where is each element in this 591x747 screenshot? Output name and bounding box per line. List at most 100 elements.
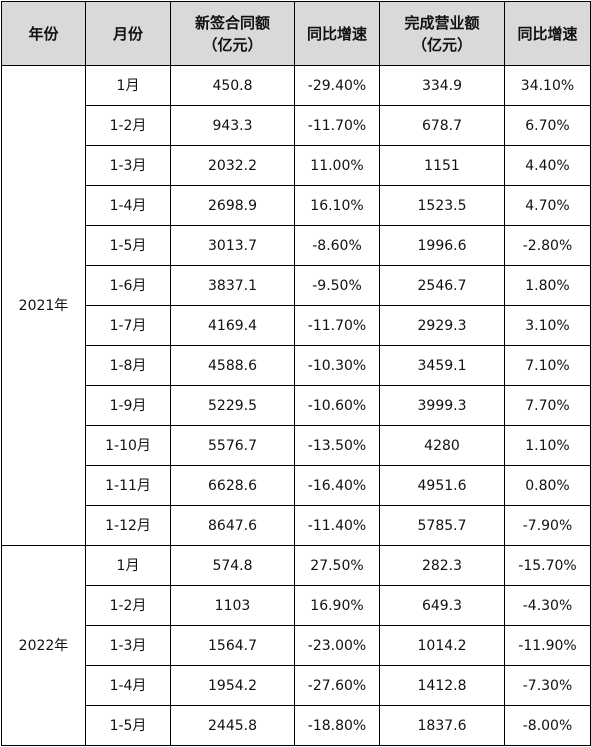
month-cell: 1-8月 bbox=[85, 345, 171, 386]
turnover-cell: 1523.5 bbox=[379, 185, 505, 226]
contract-growth-cell: -10.30% bbox=[294, 345, 380, 386]
table-row: 1-2月 943.3 -11.70% 678.7 6.70% bbox=[2, 105, 591, 146]
new-contract-cell: 4169.4 bbox=[170, 305, 295, 346]
header-text: 同比增速 bbox=[517, 24, 578, 43]
table-row: 1-3月 1564.7 -23.00% 1014.2 -11.90% bbox=[2, 625, 591, 666]
turnover-cell: 4951.6 bbox=[379, 465, 505, 506]
header-text: （亿元） bbox=[411, 35, 472, 54]
header-contract-growth: 同比增速 bbox=[294, 1, 380, 66]
month-cell: 1月 bbox=[85, 545, 171, 586]
contract-growth-cell: -11.70% bbox=[294, 305, 380, 346]
table-row: 1-6月 3837.1 -9.50% 2546.7 1.80% bbox=[2, 265, 591, 306]
contract-growth-cell: -13.50% bbox=[294, 425, 380, 466]
month-cell: 1-5月 bbox=[85, 705, 171, 746]
contract-growth-cell: -23.00% bbox=[294, 625, 380, 666]
header-text: 月份 bbox=[112, 24, 143, 43]
turnover-growth-cell: -11.90% bbox=[504, 625, 591, 666]
month-cell: 1-2月 bbox=[85, 105, 171, 146]
new-contract-cell: 1954.2 bbox=[170, 665, 295, 706]
month-cell: 1-9月 bbox=[85, 385, 171, 426]
new-contract-cell: 943.3 bbox=[170, 105, 295, 146]
turnover-cell: 1996.6 bbox=[379, 225, 505, 266]
table-row: 1-12月 8647.6 -11.40% 5785.7 -7.90% bbox=[2, 505, 591, 546]
turnover-cell: 334.9 bbox=[379, 65, 505, 106]
turnover-cell: 1014.2 bbox=[379, 625, 505, 666]
table-body: 2021年 1月 450.8 -29.40% 334.9 34.10% 1-2月 943.3-… bbox=[1, 65, 591, 746]
table-row: 1-5月 3013.7 -8.60% 1996.6 -2.80% bbox=[2, 225, 591, 266]
turnover-cell: 5785.7 bbox=[379, 505, 505, 546]
new-contract-cell: 8647.6 bbox=[170, 505, 295, 546]
contract-growth-cell: -11.40% bbox=[294, 505, 380, 546]
turnover-growth-cell: 4.70% bbox=[504, 185, 591, 226]
turnover-growth-cell: -4.30% bbox=[504, 585, 591, 626]
header-year: 年份 bbox=[1, 1, 86, 66]
new-contract-cell: 5229.5 bbox=[170, 385, 295, 426]
new-contract-cell: 5576.7 bbox=[170, 425, 295, 466]
contract-growth-cell: 16.90% bbox=[294, 585, 380, 626]
header-new-contract: 新签合同额 （亿元） bbox=[170, 1, 295, 66]
contract-growth-cell: 11.00% bbox=[294, 145, 380, 186]
month-cell: 1-4月 bbox=[85, 665, 171, 706]
turnover-cell: 1837.6 bbox=[379, 705, 505, 746]
new-contract-cell: 2032.2 bbox=[170, 145, 295, 186]
turnover-growth-cell: 7.10% bbox=[504, 345, 591, 386]
month-cell: 1-11月 bbox=[85, 465, 171, 506]
year-cell: 2022年 bbox=[1, 545, 86, 746]
turnover-cell: 1412.8 bbox=[379, 665, 505, 706]
table-row: 1-9月 5229.5 -10.60% 3999.3 7.70% bbox=[2, 385, 591, 426]
turnover-cell: 649.3 bbox=[379, 585, 505, 626]
table-row: 1-7月 4169.4 -11.70% 2929.3 3.10% bbox=[2, 305, 591, 346]
table-row: 1-10月 5576.7 -13.50% 4280 1.10% bbox=[2, 425, 591, 466]
header-turnover-growth: 同比增速 bbox=[504, 1, 591, 66]
turnover-cell: 1151 bbox=[379, 145, 505, 186]
table-row: 2022年 1月 574.8 27.50% 282.3 -15.70% bbox=[1, 545, 591, 746]
turnover-growth-cell: 4.40% bbox=[504, 145, 591, 186]
turnover-cell: 3999.3 bbox=[379, 385, 505, 426]
turnover-growth-cell: 3.10% bbox=[504, 305, 591, 346]
turnover-growth-cell: 34.10% bbox=[504, 65, 591, 106]
contract-growth-cell: -29.40% bbox=[294, 65, 380, 106]
new-contract-cell: 574.8 bbox=[170, 545, 295, 586]
turnover-growth-cell: 1.80% bbox=[504, 265, 591, 306]
turnover-cell: 282.3 bbox=[379, 545, 505, 586]
contract-growth-cell: -8.60% bbox=[294, 225, 380, 266]
turnover-growth-cell: 7.70% bbox=[504, 385, 591, 426]
contract-growth-cell: -16.40% bbox=[294, 465, 380, 506]
header-row: 年份 月份 新签合同额 （亿元） 同比增速 完成营业额 （亿元） 同比增速 bbox=[1, 1, 591, 66]
turnover-growth-cell: 0.80% bbox=[504, 465, 591, 506]
table-row: 1-4月 1954.2 -27.60% 1412.8 -7.30% bbox=[2, 665, 591, 706]
table-row: 2021年 1月 450.8 -29.40% 334.9 34.10% bbox=[1, 65, 591, 546]
new-contract-cell: 1103 bbox=[170, 585, 295, 626]
turnover-growth-cell: -7.30% bbox=[504, 665, 591, 706]
contract-growth-cell: -18.80% bbox=[294, 705, 380, 746]
turnover-growth-cell: 1.10% bbox=[504, 425, 591, 466]
month-cell: 1-2月 bbox=[85, 585, 171, 626]
month-cell: 1-10月 bbox=[85, 425, 171, 466]
turnover-cell: 4280 bbox=[379, 425, 505, 466]
turnover-cell: 678.7 bbox=[379, 105, 505, 146]
turnover-cell: 3459.1 bbox=[379, 345, 505, 386]
turnover-growth-cell: 6.70% bbox=[504, 105, 591, 146]
contract-growth-cell: -11.70% bbox=[294, 105, 380, 146]
header-text: 同比增速 bbox=[306, 24, 367, 43]
contract-growth-cell: 16.10% bbox=[294, 185, 380, 226]
new-contract-cell: 2698.9 bbox=[170, 185, 295, 226]
new-contract-cell: 2445.8 bbox=[170, 705, 295, 746]
turnover-cell: 2929.3 bbox=[379, 305, 505, 346]
turnover-cell: 2546.7 bbox=[379, 265, 505, 306]
new-contract-cell: 4588.6 bbox=[170, 345, 295, 386]
month-cell: 1-3月 bbox=[85, 145, 171, 186]
month-cell: 1-4月 bbox=[85, 185, 171, 226]
header-text: 完成营业额 bbox=[404, 13, 480, 32]
table-row: 1-11月 6628.6 -16.40% 4951.6 0.80% bbox=[2, 465, 591, 506]
turnover-growth-cell: -7.90% bbox=[504, 505, 591, 546]
contract-growth-cell: -9.50% bbox=[294, 265, 380, 306]
contract-growth-cell: 27.50% bbox=[294, 545, 380, 586]
header-turnover: 完成营业额 （亿元） bbox=[379, 1, 505, 66]
header-text: 年份 bbox=[28, 24, 59, 43]
new-contract-cell: 3013.7 bbox=[170, 225, 295, 266]
table-row: 1-5月 2445.8 -18.80% 1837.6 -8.00% bbox=[2, 705, 591, 746]
month-cell: 1-3月 bbox=[85, 625, 171, 666]
month-cell: 1-5月 bbox=[85, 225, 171, 266]
